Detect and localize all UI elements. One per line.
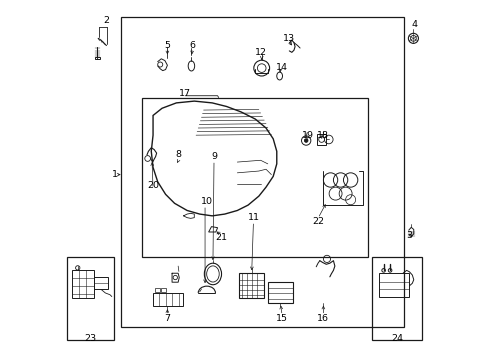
Bar (239, 273, 264, 298)
Text: 24: 24 (390, 334, 402, 343)
Text: 18: 18 (317, 131, 329, 140)
Text: 19: 19 (302, 131, 314, 140)
Bar (67, 257, 113, 339)
Text: 14: 14 (275, 63, 287, 72)
Bar (155, 288, 160, 292)
Text: 12: 12 (254, 48, 266, 57)
Text: 17: 17 (179, 89, 191, 98)
Text: 9: 9 (211, 152, 217, 161)
Bar (378, 273, 408, 297)
Bar (371, 257, 421, 339)
Bar (267, 282, 292, 303)
Text: 5: 5 (164, 41, 170, 50)
Bar (72, 270, 94, 298)
Text: 16: 16 (317, 314, 329, 323)
Text: 6: 6 (189, 41, 195, 50)
Text: 15: 15 (276, 314, 287, 323)
Circle shape (304, 139, 307, 142)
Bar (94, 277, 108, 289)
Bar (153, 293, 183, 306)
Bar (142, 98, 367, 257)
Text: 8: 8 (175, 150, 181, 159)
Text: 7: 7 (164, 314, 170, 323)
Bar (121, 17, 403, 327)
Text: 3: 3 (406, 231, 412, 240)
Text: 23: 23 (84, 334, 96, 343)
Text: 10: 10 (201, 197, 212, 206)
Bar (161, 288, 166, 292)
Bar (94, 57, 100, 59)
Text: 11: 11 (247, 213, 259, 222)
Text: 20: 20 (147, 181, 159, 190)
Text: 21: 21 (215, 233, 227, 242)
Polygon shape (151, 101, 276, 216)
Bar (316, 134, 325, 145)
Text: 1: 1 (112, 170, 118, 179)
Text: 2: 2 (103, 16, 109, 25)
Text: 4: 4 (411, 19, 417, 28)
Text: 22: 22 (311, 217, 324, 226)
Text: 13: 13 (283, 34, 295, 43)
